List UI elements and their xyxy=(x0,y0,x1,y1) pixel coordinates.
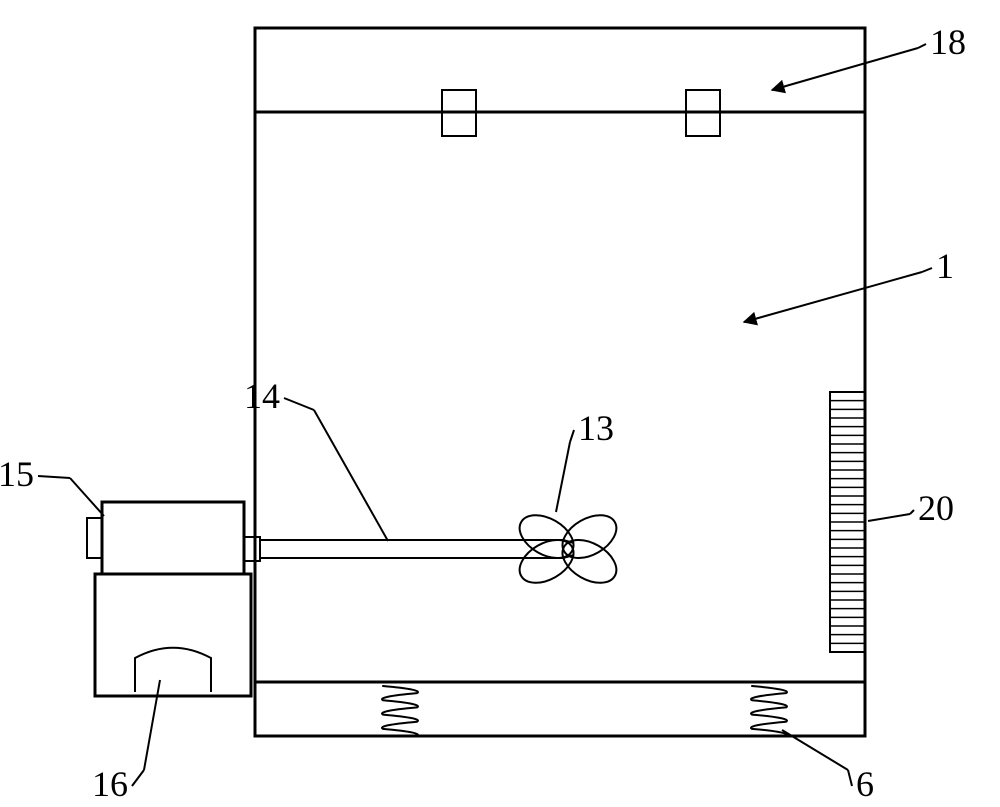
label-14: 14 xyxy=(244,376,388,541)
propeller xyxy=(512,506,624,591)
label-6-text: 6 xyxy=(856,764,874,804)
label-13-text: 13 xyxy=(578,408,614,448)
springs xyxy=(382,686,787,736)
label-16-text: 16 xyxy=(92,764,128,804)
label-18: 18 xyxy=(772,22,966,90)
stirrer-shaft xyxy=(244,537,563,561)
vent-grille xyxy=(830,392,865,652)
label-15-text: 15 xyxy=(0,454,34,494)
label-14-text: 14 xyxy=(244,376,280,416)
motor-snout xyxy=(87,518,102,558)
label-13: 13 xyxy=(556,408,614,512)
label-6: 6 xyxy=(782,730,874,804)
label-20-text: 20 xyxy=(918,488,954,528)
label-1-text: 1 xyxy=(936,246,954,286)
label-1: 1 xyxy=(744,246,954,322)
motor-body xyxy=(102,502,244,574)
spring-2 xyxy=(751,686,787,736)
label-16: 16 xyxy=(92,680,160,804)
labels: 18 1 20 14 13 15 16 6 xyxy=(0,22,966,804)
motor-vent xyxy=(135,648,211,692)
motor-assembly xyxy=(87,502,251,696)
label-20: 20 xyxy=(868,488,954,528)
label-18-text: 18 xyxy=(930,22,966,62)
spring-1 xyxy=(382,686,418,736)
shaft-coupling xyxy=(244,537,260,561)
tank-body xyxy=(255,28,865,736)
motor-base xyxy=(95,574,251,696)
label-15: 15 xyxy=(0,454,104,516)
